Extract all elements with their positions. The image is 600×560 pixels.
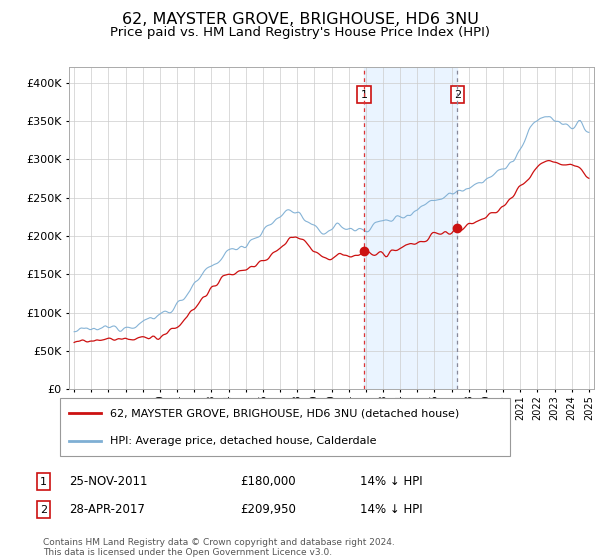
FancyBboxPatch shape (60, 398, 510, 456)
Text: HPI: Average price, detached house, Calderdale: HPI: Average price, detached house, Cald… (110, 436, 376, 446)
Text: 14% ↓ HPI: 14% ↓ HPI (360, 503, 422, 516)
Bar (364, 67, 457, 389)
Text: 28-APR-2017: 28-APR-2017 (69, 503, 145, 516)
Text: 14% ↓ HPI: 14% ↓ HPI (360, 475, 422, 488)
Text: 2: 2 (454, 90, 461, 100)
Text: 1: 1 (361, 90, 368, 100)
Text: 62, MAYSTER GROVE, BRIGHOUSE, HD6 3NU (detached house): 62, MAYSTER GROVE, BRIGHOUSE, HD6 3NU (d… (110, 408, 459, 418)
Text: Price paid vs. HM Land Registry's House Price Index (HPI): Price paid vs. HM Land Registry's House … (110, 26, 490, 39)
Text: £209,950: £209,950 (240, 503, 296, 516)
Text: Contains HM Land Registry data © Crown copyright and database right 2024.
This d: Contains HM Land Registry data © Crown c… (43, 538, 395, 557)
Text: 1: 1 (40, 477, 47, 487)
Text: 62, MAYSTER GROVE, BRIGHOUSE, HD6 3NU: 62, MAYSTER GROVE, BRIGHOUSE, HD6 3NU (122, 12, 478, 27)
Text: £180,000: £180,000 (240, 475, 296, 488)
Text: 25-NOV-2011: 25-NOV-2011 (69, 475, 148, 488)
Text: 2: 2 (40, 505, 47, 515)
